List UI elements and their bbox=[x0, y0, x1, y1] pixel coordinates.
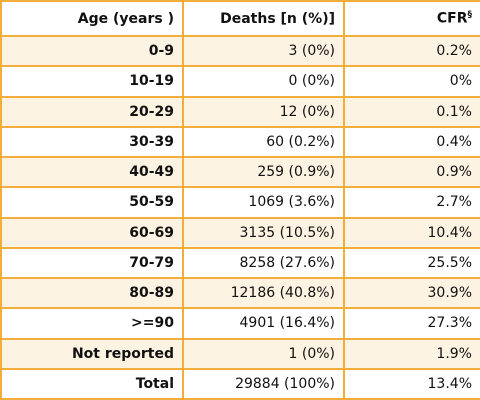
table-row: 30-39 60 (0.2%) 0.4% bbox=[0, 125, 480, 159]
age-cell: 0-9 bbox=[0, 34, 184, 68]
table-row: 80-89 12186 (40.8%) 30.9% bbox=[0, 276, 480, 310]
table-row: 0-9 3 (0%) 0.2% bbox=[0, 34, 480, 68]
cfr-cell: 0% bbox=[343, 65, 480, 98]
deaths-cell: 3 (0%) bbox=[182, 34, 345, 68]
deaths-cell: 60 (0.2%) bbox=[182, 125, 345, 159]
age-cell: 50-59 bbox=[0, 186, 184, 219]
table-row: 20-29 12 (0%) 0.1% bbox=[0, 95, 480, 128]
table-row: >=90 4901 (16.4%) 27.3% bbox=[0, 307, 480, 340]
age-cell: 30-39 bbox=[0, 125, 184, 159]
cfr-cell: 30.9% bbox=[343, 276, 480, 310]
header-cell: CFR§ bbox=[343, 0, 480, 37]
cfr-cell: 27.3% bbox=[343, 307, 480, 340]
cfr-cell: 0.2% bbox=[343, 34, 480, 68]
age-cell: >=90 bbox=[0, 307, 184, 340]
deaths-cell: 4901 (16.4%) bbox=[182, 307, 345, 340]
table-row: 50-59 1069 (3.6%) 2.7% bbox=[0, 186, 480, 219]
header-cell: Age (years ) bbox=[0, 0, 184, 37]
age-cell: 60-69 bbox=[0, 216, 184, 249]
cfr-cell: 25.5% bbox=[343, 246, 480, 280]
deaths-cell: 259 (0.9%) bbox=[182, 155, 345, 189]
deaths-cell: 1 (0%) bbox=[182, 337, 345, 370]
header-row: Age (years ) Deaths [n (%)] CFR§ bbox=[0, 0, 480, 37]
table-row: 70-79 8258 (27.6%) 25.5% bbox=[0, 246, 480, 280]
table-row: Total 29884 (100%) 13.4% bbox=[0, 367, 480, 400]
deaths-cell: 12 (0%) bbox=[182, 95, 345, 128]
deaths-cell: 29884 (100%) bbox=[182, 367, 345, 400]
cfr-cell: 2.7% bbox=[343, 186, 480, 219]
header-text: CFR bbox=[436, 10, 468, 27]
age-cell: 70-79 bbox=[0, 246, 184, 280]
age-cell: 10-19 bbox=[0, 65, 184, 98]
deaths-cell: 0 (0%) bbox=[182, 65, 345, 98]
age-cell: Not reported bbox=[0, 337, 184, 370]
header-cell: Deaths [n (%)] bbox=[182, 0, 345, 37]
deaths-cell: 3135 (10.5%) bbox=[182, 216, 345, 249]
table-row: 10-19 0 (0%) 0% bbox=[0, 65, 480, 98]
age-cell: 80-89 bbox=[0, 276, 184, 310]
age-cell: 20-29 bbox=[0, 95, 184, 128]
table-header: Age (years ) Deaths [n (%)] CFR§ bbox=[0, 0, 480, 37]
cfr-cell: 1.9% bbox=[343, 337, 480, 370]
table-row: 60-69 3135 (10.5%) 10.4% bbox=[0, 216, 480, 249]
cfr-cell: 13.4% bbox=[343, 367, 480, 400]
cfr-cell: 0.9% bbox=[343, 155, 480, 189]
cfr-cell: 0.1% bbox=[343, 95, 480, 128]
deaths-cell: 8258 (27.6%) bbox=[182, 246, 345, 280]
deaths-cell: 1069 (3.6%) bbox=[182, 186, 345, 219]
cfr-cell: 10.4% bbox=[343, 216, 480, 249]
age-cell: 40-49 bbox=[0, 155, 184, 189]
header-superscript: § bbox=[467, 10, 473, 21]
deaths-cell: 12186 (40.8%) bbox=[182, 276, 345, 310]
cfr-cell: 0.4% bbox=[343, 125, 480, 159]
age-cell: Total bbox=[0, 367, 184, 400]
table-row: 40-49 259 (0.9%) 0.9% bbox=[0, 155, 480, 189]
table-row: Not reported 1 (0%) 1.9% bbox=[0, 337, 480, 370]
table-body: 0-9 3 (0%) 0.2% 10-19 0 (0%) 0% 20-29 12 (0%) 0.… bbox=[0, 34, 480, 400]
